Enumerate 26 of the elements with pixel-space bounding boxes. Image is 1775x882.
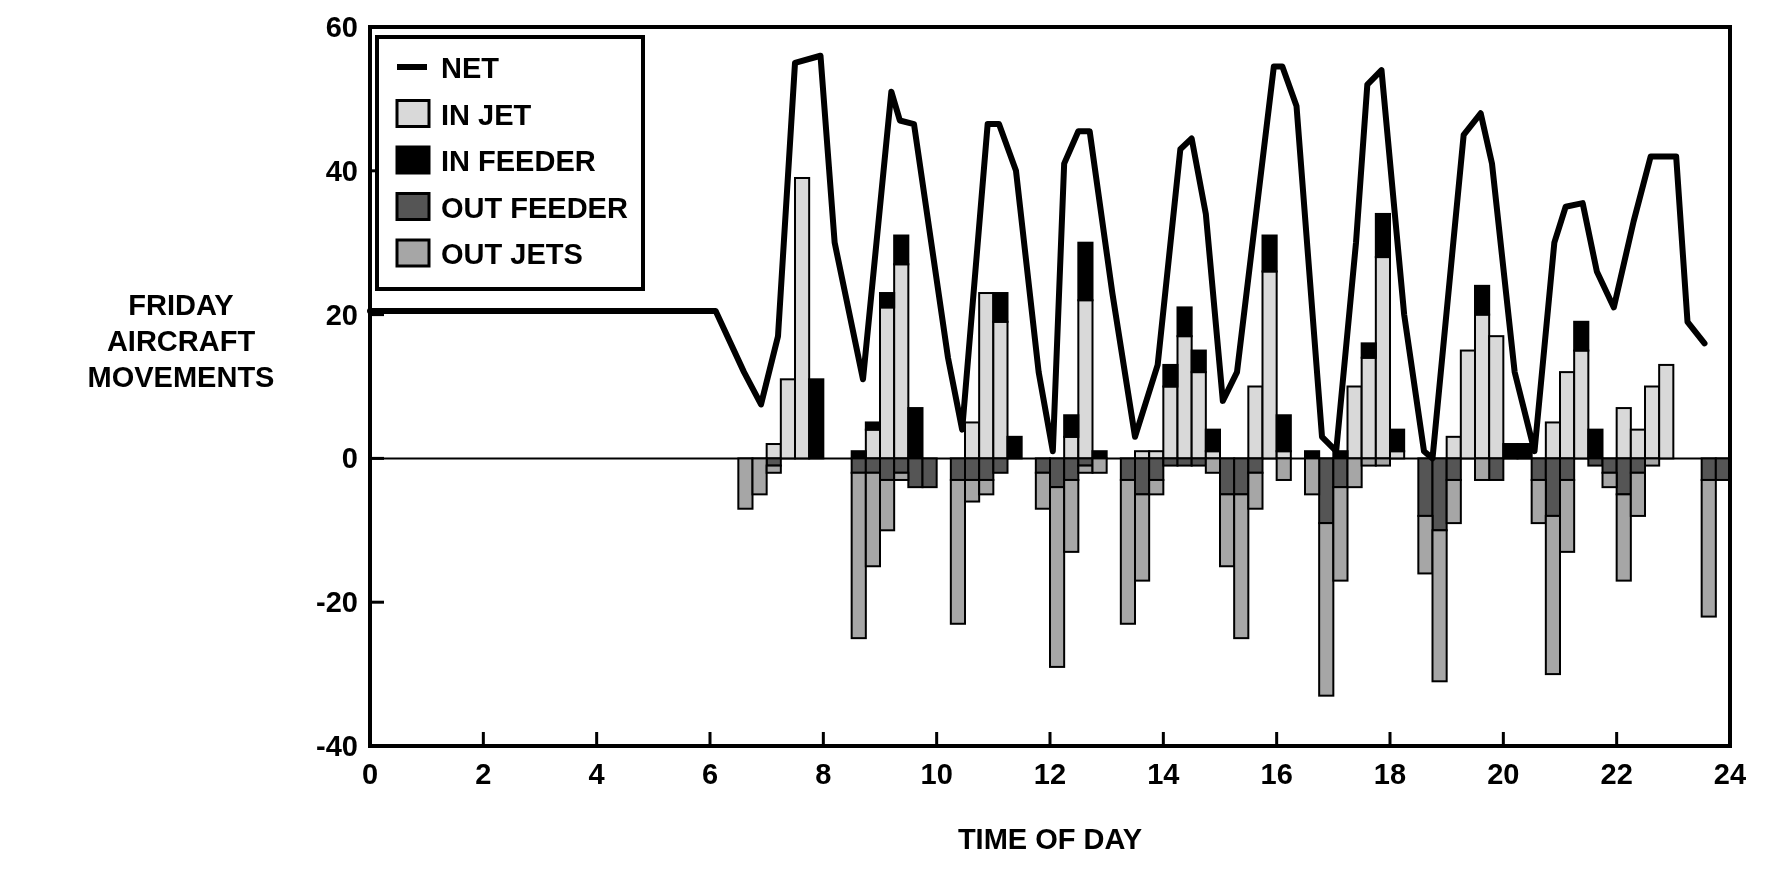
x-tick-label: 16 [1260,758,1293,790]
legend-label: IN JET [441,98,532,131]
x-tick-label: 22 [1600,758,1633,790]
y-tick-label: -20 [316,586,358,619]
legend-label: OUT FEEDER [441,191,628,224]
y-tick-label: 60 [325,11,358,43]
x-tick-label: 12 [1033,758,1067,790]
x-tick-label: 24 [1713,758,1747,790]
x-tick-label: 20 [1487,758,1520,790]
x-tick-label: 2 [475,758,492,790]
legend-label: OUT JETS [441,238,583,270]
y-tick-label: 40 [325,154,358,187]
x-tick-label: 0 [361,758,379,790]
legend-label: NET [441,52,500,84]
y-axis-title: FRIDAY AIRCRAFT MOVEMENTS [87,288,275,393]
x-tick-label: 6 [701,758,719,790]
legend-label: IN FEEDER [441,145,596,177]
x-tick-label: 14 [1147,758,1180,790]
y-tick-label: 0 [341,442,358,475]
x-tick-label: 4 [588,758,605,790]
x-tick-label: 10 [920,758,953,790]
y-tick-label: -40 [316,730,358,762]
x-axis-title: TIME OF DAY [957,823,1143,855]
x-tick-label: 18 [1373,758,1407,790]
x-tick-label: 8 [815,758,832,790]
y-tick-label: 20 [325,298,358,331]
